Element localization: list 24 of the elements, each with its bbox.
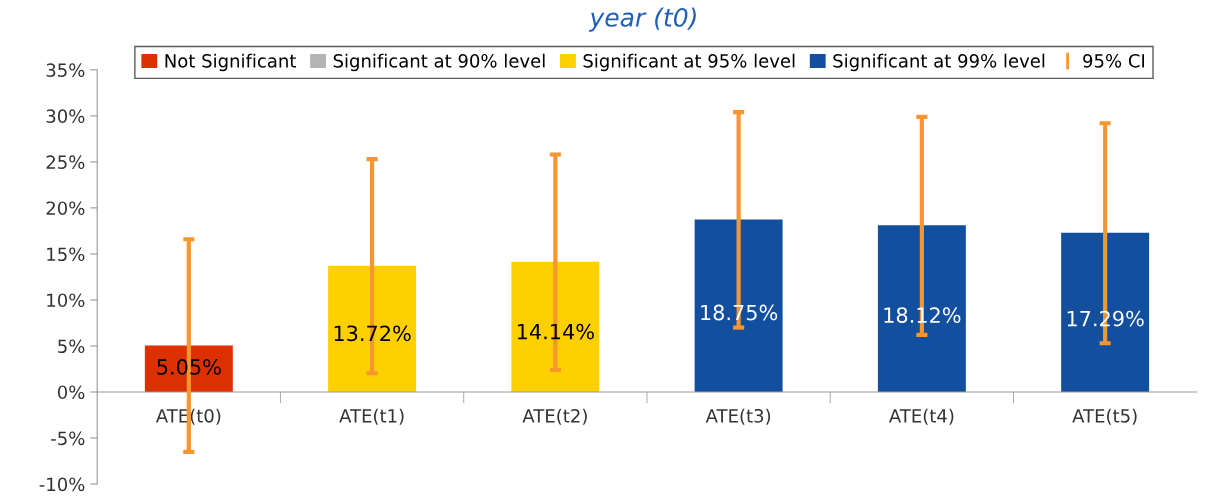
y-tick-label: 10%	[47, 293, 85, 308]
y-tick-label: -10%	[39, 477, 85, 492]
data-label: 13.72%	[334, 325, 411, 342]
x-tick-label: ATE(t1)	[339, 408, 404, 425]
legend-label: 95% CI	[1083, 53, 1145, 68]
y-tick-label: 25%	[46, 155, 85, 170]
x-tick-label: ATE(t5)	[1072, 408, 1137, 425]
data-label: 5.05%	[157, 359, 221, 375]
legend-label: Significant at 95% level	[583, 53, 795, 72]
x-tick-label: ATE(t3)	[705, 408, 771, 425]
legend-label: Significant at 99% level	[833, 53, 1045, 72]
y-tick-label: 15%	[47, 247, 85, 262]
x-tick-label: ATE(t4)	[889, 408, 954, 425]
y-tick-label: 5%	[58, 339, 85, 354]
legend-label: Significant at 90% level	[333, 53, 545, 72]
y-tick-label: 20%	[46, 201, 85, 216]
y-tick-label: 35%	[46, 63, 85, 77]
data-label: 14.14%	[517, 323, 594, 340]
chart-title: year (t0)	[588, 7, 696, 32]
y-tick-label: 30%	[46, 109, 85, 123]
y-tick-label: 0%	[57, 385, 85, 400]
x-tick-label: ATE(t2)	[522, 408, 587, 425]
legend-label: Not Significant	[165, 53, 296, 72]
y-tick-label: -5%	[51, 431, 85, 446]
